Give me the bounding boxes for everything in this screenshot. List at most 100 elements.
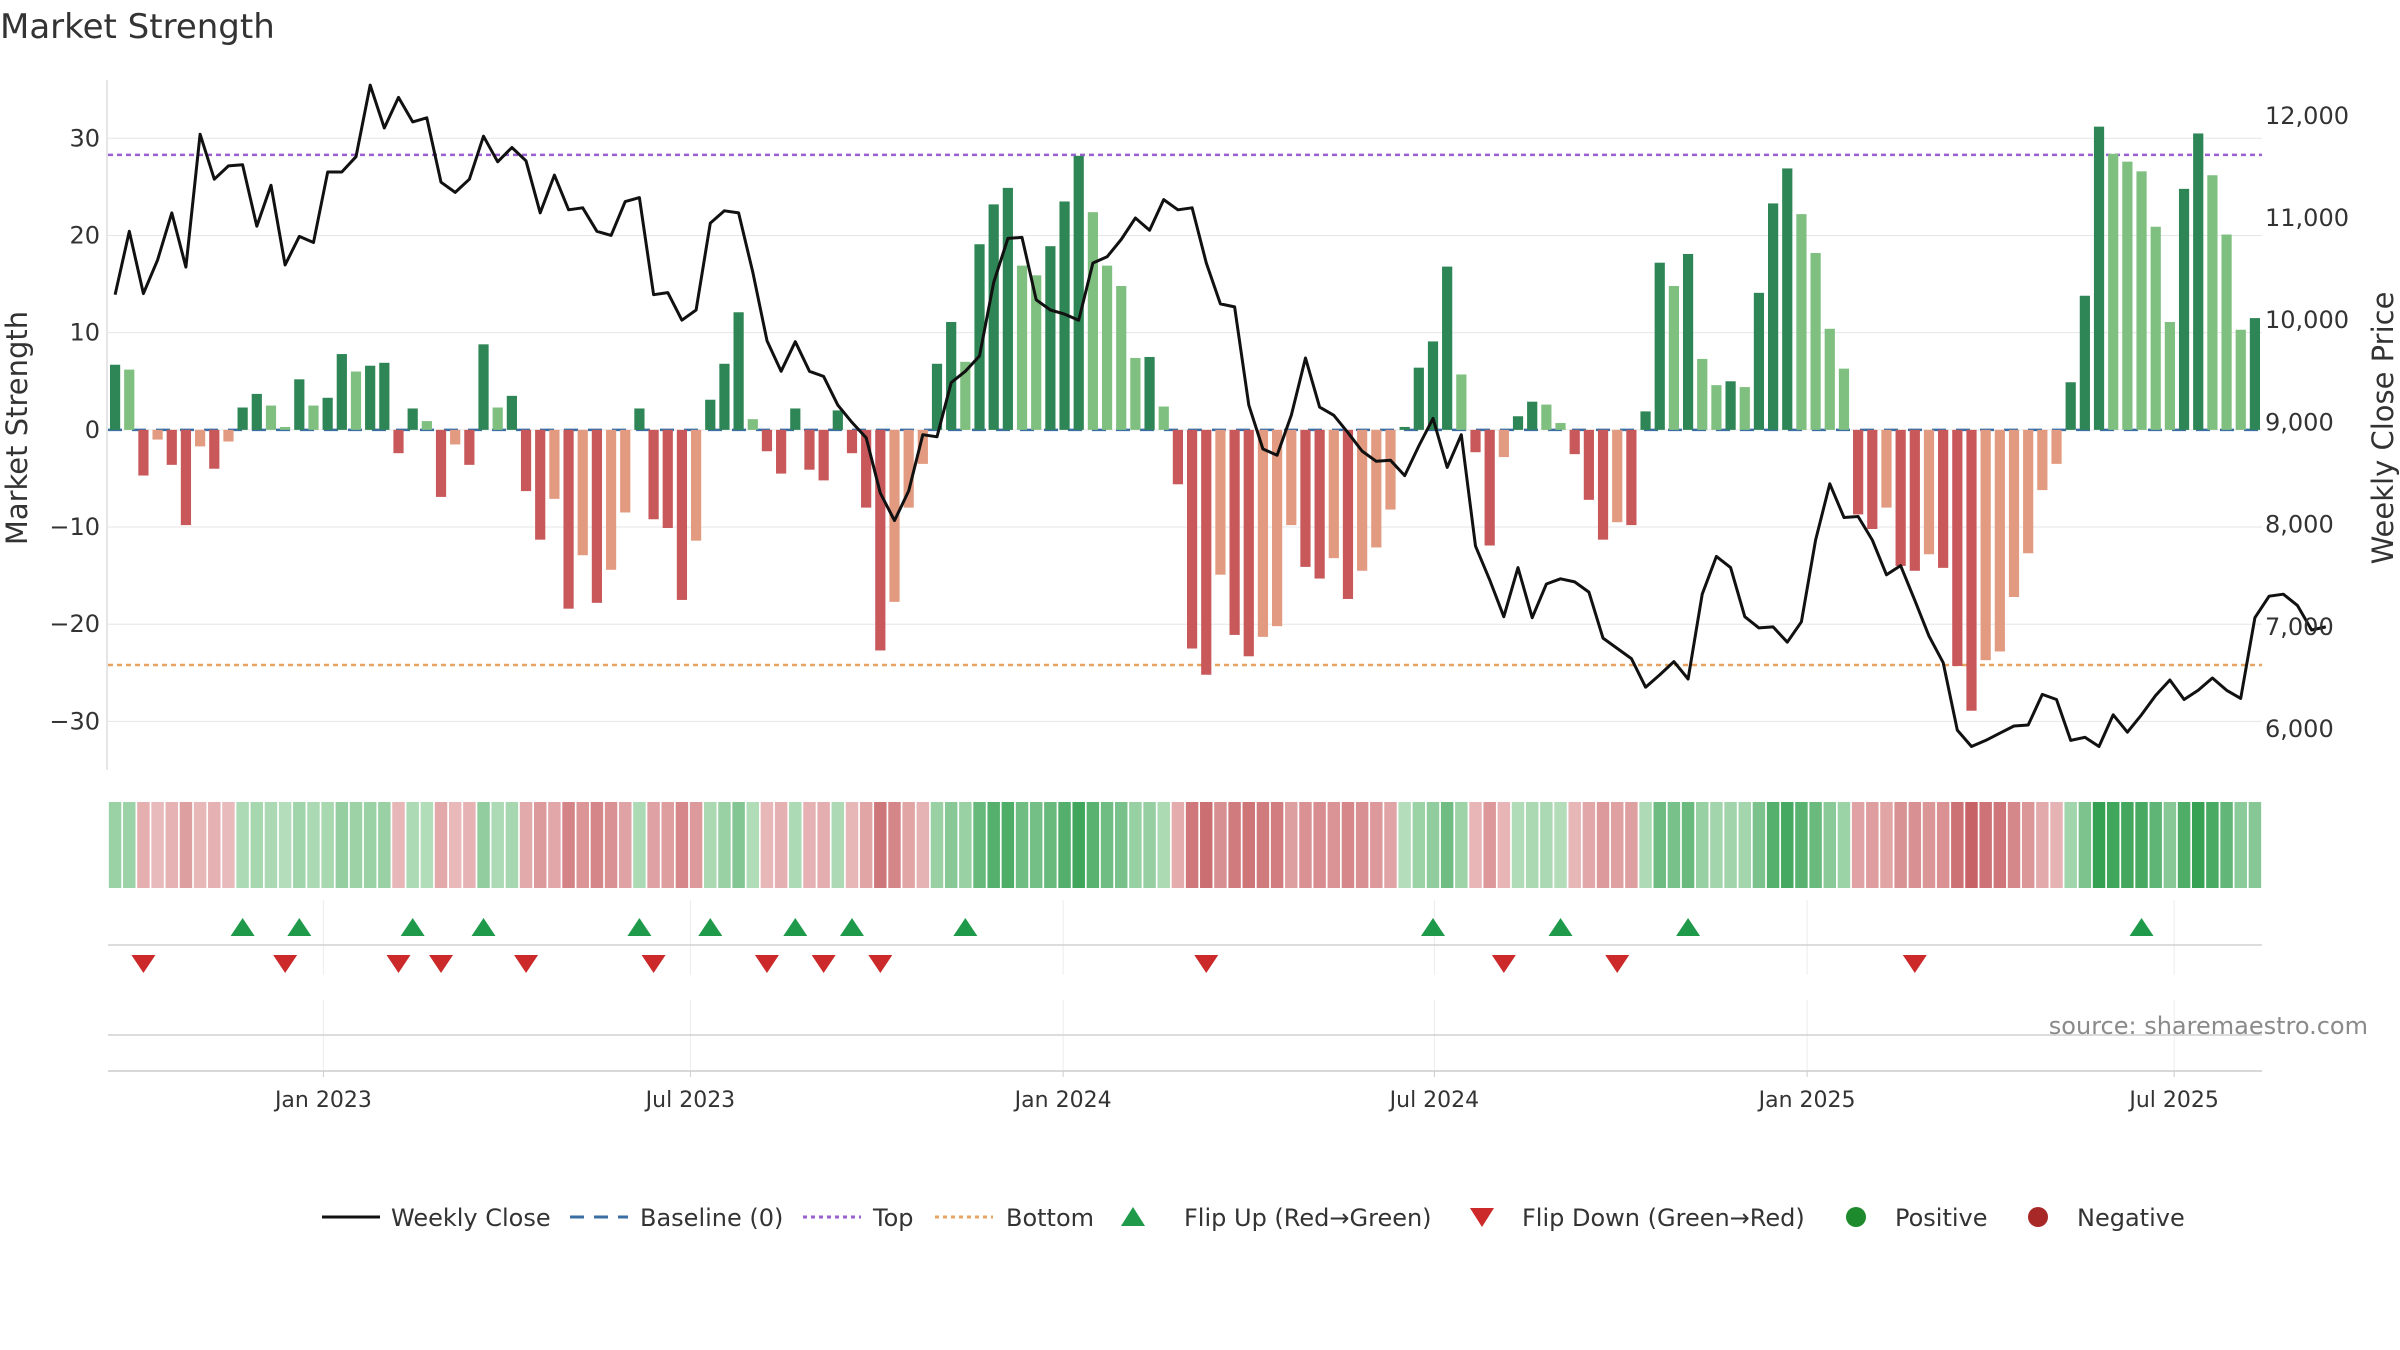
heat-strip-cell	[2177, 802, 2191, 888]
x-tick-label: Jul 2025	[2127, 1088, 2219, 1113]
heat-strip-cell	[2163, 802, 2177, 888]
y-right-tick-label: 12,000	[2265, 102, 2349, 130]
heat-strip-cell	[1511, 802, 1525, 888]
flip-down-marker	[1194, 955, 1219, 973]
heat-strip-cell	[533, 802, 547, 888]
heat-strip-cell	[1639, 802, 1652, 888]
x-tick-label: Jul 2023	[644, 1088, 736, 1113]
heat-strip-cell	[165, 802, 179, 888]
strength-bar	[917, 429, 928, 464]
heat-strip-cell	[959, 802, 972, 888]
strength-bar	[549, 429, 560, 499]
strength-bar	[705, 399, 716, 430]
heat-strip-cell	[1270, 802, 1284, 888]
flip-up-marker	[953, 918, 978, 936]
heat-strip-cell	[505, 802, 519, 888]
legend-weekly-close: Weekly Close	[391, 1204, 551, 1232]
flip-down-marker	[1491, 955, 1516, 973]
strength-bar	[2008, 429, 2020, 598]
strength-bar	[2193, 133, 2204, 430]
strength-bar	[223, 429, 234, 442]
y-right-tick-label: 11,000	[2265, 204, 2349, 232]
heat-strip-cell	[1497, 802, 1511, 888]
flip-up-marker	[230, 918, 255, 936]
legend-top: Top	[872, 1204, 914, 1232]
heat-strip-cell	[1554, 802, 1567, 888]
heat-strip-cell	[647, 802, 660, 888]
y-left-tick-label: 20	[69, 221, 100, 249]
heat-strip-cell	[1015, 802, 1029, 888]
strength-bar	[620, 429, 631, 513]
heat-strip-cell	[1143, 802, 1156, 888]
strength-bar	[1045, 246, 1056, 430]
strength-bar	[2136, 171, 2147, 430]
flip-up-marker	[1676, 918, 1701, 936]
heat-strip-cell	[151, 802, 164, 888]
heat-strip-cell	[1455, 802, 1468, 888]
heat-strip-cell	[1426, 802, 1440, 888]
heat-strip-cell	[1894, 802, 1907, 888]
heat-strip-cell	[1738, 802, 1751, 888]
strength-bar	[1300, 429, 1311, 567]
strength-bar	[280, 426, 291, 430]
heat-strip-cell	[930, 802, 944, 888]
y-right-tick-label: 6,000	[2265, 715, 2334, 743]
strength-bar	[1527, 401, 1538, 430]
strength-bar	[124, 369, 135, 430]
strength-bar	[804, 429, 815, 470]
heat-strip-cell	[1610, 802, 1624, 888]
strength-bar	[1682, 253, 1694, 430]
strength-bar	[1073, 155, 1084, 430]
heat-strip-cell	[562, 802, 575, 888]
heat-strip-cell	[392, 802, 405, 888]
flip-down-marker	[131, 955, 156, 973]
heat-strip-cell	[1653, 802, 1666, 888]
strength-bar	[1597, 429, 1609, 540]
heat-strip-cell	[689, 802, 703, 888]
heat-strip-cell	[1525, 802, 1539, 888]
heat-strip-cell	[704, 802, 717, 888]
heat-strip-cell	[335, 802, 349, 888]
heat-strip-cell	[1185, 802, 1199, 888]
chart-title: Market Strength	[0, 7, 275, 47]
y-left-tick-label: 0	[85, 416, 100, 444]
strength-bar	[2093, 126, 2105, 430]
heat-strip-cell	[1851, 802, 1865, 888]
strength-bar	[1286, 429, 1297, 526]
strength-bar	[676, 429, 688, 600]
y-right-tick-label: 8,000	[2265, 511, 2334, 539]
strength-bar	[365, 365, 376, 430]
flip-up-marker	[471, 918, 496, 936]
heat-strip-cell	[746, 802, 760, 888]
legend-flip-down-icon	[1470, 1208, 1494, 1227]
strength-bar	[974, 244, 985, 430]
strength-bar	[719, 363, 730, 430]
heat-strip-cell	[2135, 802, 2148, 888]
heat-strip-cell	[293, 802, 306, 888]
strength-bar	[2249, 318, 2261, 430]
strength-bar	[1399, 426, 1410, 430]
strength-bar	[1257, 429, 1269, 637]
heat-strip-cell	[193, 802, 207, 888]
heat-strip-cell	[1086, 802, 1100, 888]
heat-strip-cell	[845, 802, 859, 888]
heat-strip-cell	[378, 802, 391, 888]
heat-strip-cell	[1100, 802, 1114, 888]
flip-down-marker	[273, 955, 298, 973]
strength-bar	[1881, 429, 1892, 508]
heat-strip-cell	[1370, 802, 1383, 888]
strength-bar	[2065, 382, 2076, 430]
source-credit: source: sharemaestro.com	[2049, 1012, 2368, 1040]
strength-bar	[1952, 429, 1963, 667]
flip-up-marker	[698, 918, 723, 936]
strength-bar	[1923, 429, 1935, 555]
strength-bar	[591, 429, 603, 603]
strength-bar	[308, 405, 319, 430]
strength-bar	[846, 429, 858, 454]
heat-strip-cell	[2206, 802, 2219, 888]
strength-bar	[520, 429, 532, 492]
heat-strip-cell	[1398, 802, 1411, 888]
flip-down-marker	[514, 955, 539, 973]
strength-bar	[988, 204, 999, 430]
y-right-tick-label: 9,000	[2265, 408, 2334, 436]
